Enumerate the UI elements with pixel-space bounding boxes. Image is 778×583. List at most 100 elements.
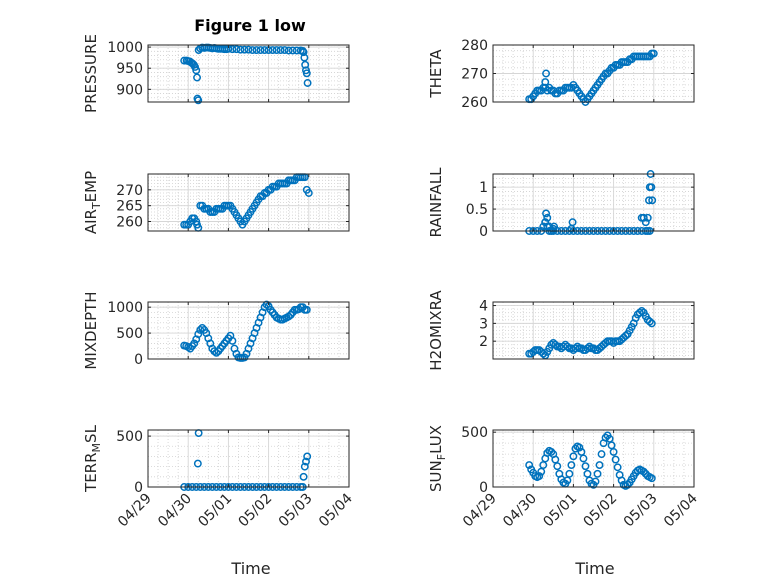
data-point xyxy=(194,96,203,105)
subplot-1: 900 950 1000 PRESSURE xyxy=(82,34,350,113)
data-point xyxy=(541,78,550,87)
x-tick-label: 05/04 xyxy=(661,490,701,530)
y-tick-label: 3 xyxy=(479,316,488,332)
y-axis-label-part: T xyxy=(90,202,103,210)
data-point xyxy=(236,45,245,54)
data-point xyxy=(623,480,632,489)
data-point xyxy=(575,443,584,452)
data-point xyxy=(302,305,311,314)
data-point xyxy=(542,209,551,218)
y-tick-label: 270 xyxy=(116,183,143,199)
y-tick-label: 1 xyxy=(479,180,488,196)
data-point xyxy=(595,461,604,470)
data-point xyxy=(244,45,253,54)
data-point xyxy=(621,331,630,340)
y-axis-label: SUNFLUX xyxy=(427,425,448,492)
data-point xyxy=(563,342,572,351)
data-point xyxy=(299,472,308,481)
data-point xyxy=(568,218,577,227)
data-point xyxy=(643,213,652,222)
data-point xyxy=(280,46,289,55)
y-tick-label: 265 xyxy=(116,199,143,215)
data-point xyxy=(645,196,653,205)
data-point xyxy=(593,469,602,478)
data-point xyxy=(635,308,644,317)
x-axis-label-left: Time xyxy=(230,559,270,578)
data-point xyxy=(573,342,582,351)
y-tick-label: 1000 xyxy=(107,40,143,56)
x-tick-label: 05/02 xyxy=(236,491,276,531)
x-axis-label-right: Time xyxy=(574,559,614,578)
data-point xyxy=(302,69,311,78)
data-point xyxy=(302,457,310,466)
y-axis-label-part: SUN xyxy=(427,460,445,492)
subplot-5: 0 500 1000 MIXDEPTH xyxy=(82,291,350,370)
data-point xyxy=(601,433,610,442)
axes-box xyxy=(492,173,695,232)
data-point xyxy=(645,317,654,326)
data-point xyxy=(193,73,201,82)
y-axis-label-part: THETA xyxy=(427,49,445,99)
data-point xyxy=(541,218,550,227)
subplot-4: 0 0.5 1 RAINFALL xyxy=(427,167,695,240)
y-axis-label-part: MIXDEPTH xyxy=(82,291,100,369)
data-point xyxy=(268,46,277,55)
y-tick-label: 260 xyxy=(116,215,143,231)
y-axis-label: TERRMSL xyxy=(82,424,103,493)
axes-box xyxy=(492,301,695,360)
data-point xyxy=(256,46,265,55)
data-point xyxy=(228,336,237,345)
data-point xyxy=(543,213,552,222)
y-axis-label: RAINFALL xyxy=(427,167,445,238)
data-point xyxy=(192,66,201,75)
y-axis-label-part: TERR xyxy=(82,452,100,493)
data-point xyxy=(617,476,626,485)
data-point xyxy=(190,339,199,348)
y-tick-label: 0 xyxy=(479,480,488,496)
x-tick-label: 05/03 xyxy=(276,491,316,531)
x-tick-label: 04/30 xyxy=(155,491,195,531)
data-point xyxy=(550,222,559,231)
y-axis-label-part: RAINFALL xyxy=(427,167,445,238)
data-point xyxy=(613,463,622,472)
data-point xyxy=(637,306,646,315)
y-tick-label: 260 xyxy=(461,95,488,111)
y-axis-label-part: LUX xyxy=(427,425,445,454)
data-point xyxy=(641,218,650,227)
data-point xyxy=(284,46,293,55)
data-point xyxy=(591,477,600,486)
y-axis-label-part: H2OMIXRA xyxy=(427,290,445,371)
data-point xyxy=(193,459,202,468)
subplot-6: 2 34 H2OMIXRA xyxy=(427,290,695,371)
x-tick-label: 05/03 xyxy=(621,491,661,531)
data-point xyxy=(545,222,554,231)
subplot-2: 260 270 280 THETA xyxy=(427,38,695,111)
data-point xyxy=(597,450,606,459)
data-point xyxy=(198,323,207,332)
axes-box xyxy=(492,429,695,488)
y-axis-label: THETA xyxy=(427,49,445,99)
data-point xyxy=(299,48,308,57)
data-point xyxy=(639,467,648,476)
data-point xyxy=(260,46,269,55)
axes-box xyxy=(147,44,350,103)
y-tick-label: 270 xyxy=(461,67,488,83)
x-tick-label: 04/29 xyxy=(115,491,155,531)
data-point xyxy=(647,183,656,192)
data-point xyxy=(194,330,203,339)
data-point xyxy=(569,452,578,461)
data-point xyxy=(272,46,281,55)
y-axis-label: PRESSURE xyxy=(82,34,100,113)
data-point xyxy=(551,340,560,349)
data-point xyxy=(276,46,285,55)
axes-box xyxy=(147,429,350,488)
data-point xyxy=(252,46,261,55)
y-axis-label-part: PRESSURE xyxy=(82,34,100,113)
data-point xyxy=(240,45,249,54)
data-point xyxy=(579,454,588,463)
subplot-7: 0 500 04/29 04/30 05/01 05/02 05/03 05/04 TERRMS… xyxy=(82,424,356,530)
y-tick-label: 0 xyxy=(134,480,143,496)
data-point xyxy=(581,462,590,471)
data-point xyxy=(535,472,544,480)
